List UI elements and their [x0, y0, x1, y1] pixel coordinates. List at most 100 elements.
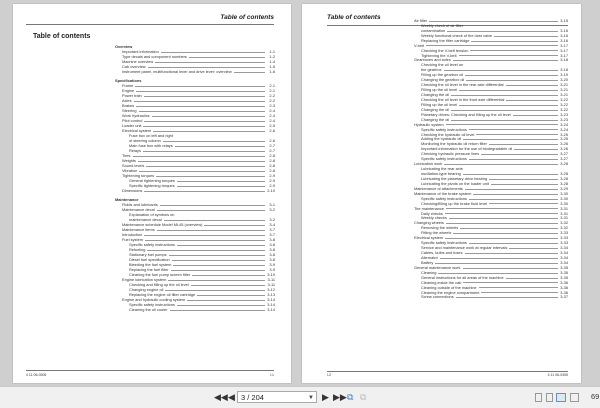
- toc-entry[interactable]: Instrument panel, multifunctional lever …: [115, 69, 275, 74]
- toc-entry[interactable]: General instructions for all areas of th…: [414, 275, 568, 280]
- toc-entry[interactable]: Air filter 3-15: [414, 18, 568, 23]
- toc-entry[interactable]: Screw connections 3-37: [414, 294, 568, 299]
- toc-entry[interactable]: Planetary drives: Checking and filling u…: [414, 112, 568, 117]
- toc-entry[interactable]: Important information for the use of bio…: [414, 146, 568, 151]
- toc-entry[interactable]: Weights 2-8: [115, 158, 275, 163]
- toc-entry[interactable]: Hydraulic system 3-24: [414, 122, 568, 127]
- toc-entry[interactable]: Tightening torques 2-9: [115, 173, 275, 178]
- toc-entry[interactable]: Refueling 3-8: [115, 247, 275, 252]
- toc-entry[interactable]: oscillation-type bearing 3-28: [414, 171, 568, 176]
- toc-entry[interactable]: Cab overview 1-5: [115, 64, 275, 69]
- toc-entry[interactable]: V-belt 3-17: [414, 43, 568, 48]
- toc-entry[interactable]: Checking the oil level in the front axle…: [414, 97, 568, 102]
- toc-entry[interactable]: Cleaning the oil cooler 3-14: [115, 307, 275, 312]
- toc-entry[interactable]: Axles 2-2: [115, 98, 275, 103]
- first-page-icon[interactable]: ◀◀: [214, 392, 228, 402]
- toc-entry[interactable]: Specific safety instructions 3-14: [115, 302, 275, 307]
- toc-entry[interactable]: General maintenance work 3-35: [414, 265, 568, 270]
- toc-entry[interactable]: Explanation of symbols on: [115, 212, 275, 217]
- toc-entry[interactable]: Monitoring the hydraulic oil return filt…: [414, 141, 568, 146]
- toc-entry[interactable]: Brakes 2-3: [115, 103, 275, 108]
- toc-entry[interactable]: Gearboxes and axles 3-18: [414, 57, 568, 62]
- toc-entry[interactable]: Checking the hydraulic oil level 3-25: [414, 132, 568, 137]
- continuous-view-icon[interactable]: [546, 393, 553, 402]
- toc-entry[interactable]: Lubricating the rear axle: [414, 166, 568, 171]
- toc-entry[interactable]: Tightening the V-belt 3-17: [414, 53, 568, 58]
- copy-icon[interactable]: ⧉: [347, 392, 354, 402]
- toc-entry[interactable]: Checking the oil level in the rear axle …: [414, 82, 568, 87]
- toc-entry[interactable]: Checking/filling up the brake fluid leve…: [414, 201, 568, 206]
- toc-entry[interactable]: Frame 2-1: [115, 83, 275, 88]
- toc-entry[interactable]: Changing the oil 3-22: [414, 107, 568, 112]
- toc-entry[interactable]: Checking the V-belt tension 3-17: [414, 48, 568, 53]
- toc-entry[interactable]: Maintenance items 3-7: [115, 227, 275, 232]
- toc-entry[interactable]: Tires 2-8: [115, 153, 275, 158]
- toc-entry[interactable]: contamination 3-16: [414, 28, 568, 33]
- toc-entry[interactable]: Engine lubrication system 3-11: [115, 277, 275, 282]
- toc-entry[interactable]: Specific safety instructions 3-8: [115, 242, 275, 247]
- toc-entry[interactable]: Changing the gearbox oil 3-20: [414, 77, 568, 82]
- toc-entry[interactable]: Weekly check of air filter: [414, 23, 568, 28]
- toc-entry[interactable]: Fuse box on left and right: [115, 133, 275, 138]
- toc-entry[interactable]: Specific safety instructions 3-27: [414, 156, 568, 161]
- toc-entry[interactable]: Loader unit 2-5: [115, 123, 275, 128]
- toc-entry[interactable]: Fuel system 3-8: [115, 237, 275, 242]
- toc-entry[interactable]: Specific safety instructions 3-33: [414, 240, 568, 245]
- toc-entry[interactable]: Filling up the gearbox oil 3-19: [414, 72, 568, 77]
- toc-entry[interactable]: Battery 3-34: [414, 260, 568, 265]
- toc-entry[interactable]: Fluids and lubricants 3-1: [115, 202, 275, 207]
- toc-entry[interactable]: Stationary fuel pumps 3-8: [115, 252, 275, 257]
- toc-entry[interactable]: Service and maintenance work at regular …: [414, 245, 568, 250]
- toc-entry[interactable]: Bleeding the fuel system 3-9: [115, 262, 275, 267]
- toc-entry[interactable]: Removing the wheels 3-32: [414, 225, 568, 230]
- single-page-view-icon[interactable]: [535, 393, 542, 402]
- toc-entry[interactable]: Engine 2-1: [115, 88, 275, 93]
- toc-entry[interactable]: Maintenance of attachments 3-29: [414, 186, 568, 191]
- toc-entry[interactable]: Type decals and component numbers 1-2: [115, 54, 275, 59]
- toc-entry[interactable]: Work hydraulics 2-4: [115, 113, 275, 118]
- toc-entry[interactable]: Replacing the filter cartridge 3-16: [414, 38, 568, 43]
- last-page-icon[interactable]: ▶▶: [333, 392, 347, 402]
- toc-entry[interactable]: Changing engine oil 3-12: [115, 287, 275, 292]
- toc-section-heading[interactable]: Specifications: [115, 78, 275, 83]
- toc-entry[interactable]: Maintenance decal 3-2: [115, 207, 275, 212]
- toc-entry[interactable]: Relays 2-7: [115, 148, 275, 153]
- toc-entry[interactable]: Specific safety instructions 3-30: [414, 196, 568, 201]
- zoom-level[interactable]: 69: [591, 392, 600, 401]
- prev-page-icon[interactable]: ◀: [228, 392, 235, 402]
- toc-entry[interactable]: Weekly checks 3-31: [414, 215, 568, 220]
- toc-entry[interactable]: Specific safety instructions 3-24: [414, 127, 568, 132]
- toc-entry[interactable]: Weekly functional check of the dust valv…: [414, 33, 568, 38]
- toc-entry[interactable]: Replacing the fuel filter 3-9: [115, 267, 275, 272]
- toc-section-heading[interactable]: Overview: [115, 44, 275, 49]
- toc-entry[interactable]: Filling up the oil level 3-22: [414, 102, 568, 107]
- toc-entry[interactable]: Checking hydraulic pressure lines 3-27: [414, 151, 568, 156]
- two-page-continuous-view-icon[interactable]: [570, 393, 579, 402]
- two-page-view-icon[interactable]: [556, 393, 566, 402]
- toc-entry[interactable]: General tightening torques 2-9: [115, 178, 275, 183]
- toc-entry[interactable]: Lubricating the pivots on the loader uni…: [414, 181, 568, 186]
- page-number-input[interactable]: 3 / 204 ▼: [237, 391, 317, 403]
- toc-entry[interactable]: Maintenance of the brake system 3-30: [414, 191, 568, 196]
- toc-entry[interactable]: Dimensions 2-10: [115, 188, 275, 193]
- toc-entry[interactable]: Engine and hydraulic cooling system 3-14: [115, 297, 275, 302]
- toc-entry[interactable]: Sound levels 2-8: [115, 163, 275, 168]
- toc-entry[interactable]: Power train 2-2: [115, 93, 275, 98]
- toc-entry[interactable]: Lubrication work 3-28: [414, 161, 568, 166]
- toc-entry[interactable]: Checking and filling up the oil level 3-1…: [115, 282, 275, 287]
- toc-entry[interactable]: Tire maintenance 3-31: [414, 206, 568, 211]
- toc-entry[interactable]: Main fuse box with relays 2-7: [115, 143, 275, 148]
- toc-entry[interactable]: Cleaning 3-35: [414, 270, 568, 275]
- toc-entry[interactable]: Cleaning outside of the machine 3-36: [414, 285, 568, 290]
- toc-entry[interactable]: Daily checks 3-31: [414, 211, 568, 216]
- toc-entry[interactable]: Changing wheels 3-32: [414, 220, 568, 225]
- toc-entry[interactable]: Replacing the engine oil filter cartridg…: [115, 292, 275, 297]
- toc-entry[interactable]: the gearbox 3-18: [414, 67, 568, 72]
- toc-entry[interactable]: Cleaning the fuel pump screen filter 3-10: [115, 272, 275, 277]
- toc-entry[interactable]: Important information 1-1: [115, 49, 275, 54]
- toc-entry[interactable]: Machine overview 1-4: [115, 59, 275, 64]
- toc-entry[interactable]: Changing the oil 3-23: [414, 117, 568, 122]
- toc-entry[interactable]: Specific tightening torques 2-9: [115, 183, 275, 188]
- toc-entry[interactable]: Changing the oil 3-21: [414, 92, 568, 97]
- toc-entry[interactable]: Cleaning the engine compartment 3-36: [414, 290, 568, 295]
